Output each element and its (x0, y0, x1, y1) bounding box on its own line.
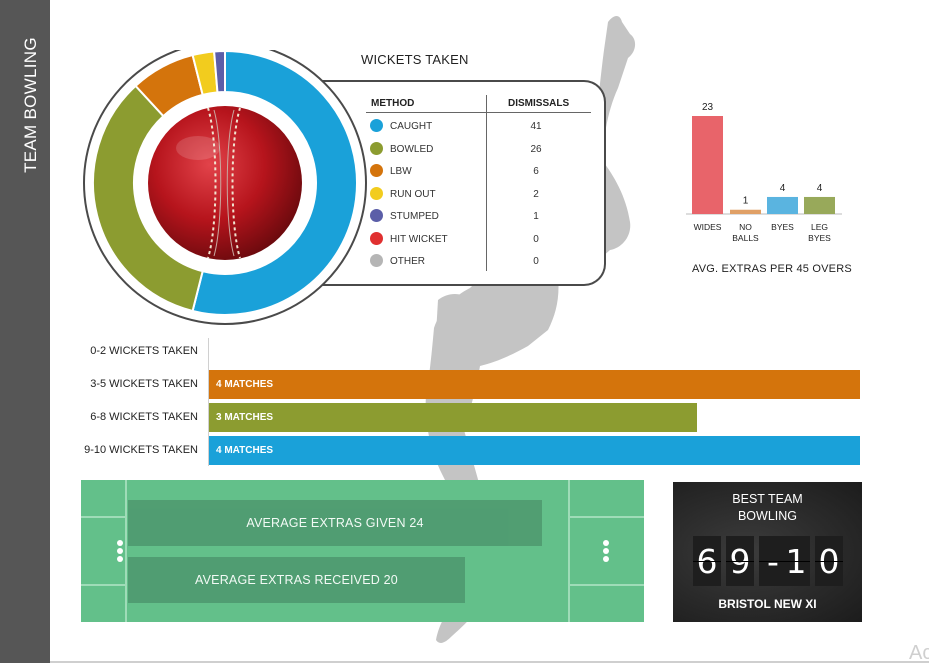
wickets-donut-chart (83, 50, 367, 325)
pitch-line (568, 516, 644, 518)
bottom-border (50, 661, 929, 663)
extras-received-box: AVERAGE EXTRAS RECEIVED 20 (128, 557, 465, 603)
best-title-line1: BEST TEAM (732, 492, 803, 506)
donut-slice-stumped (213, 50, 226, 94)
legend-row-run-out: RUN OUT 2 (366, 183, 591, 205)
legend-method-label: HIT WICKET (390, 233, 448, 245)
wickets-title: WICKETS TAKEN (361, 52, 469, 67)
pitch-line (568, 584, 644, 586)
cricket-ball-icon (148, 106, 302, 260)
legend-swatch (370, 141, 383, 155)
donut-slice-bowled (92, 84, 204, 313)
extras-value-label: 4 (817, 183, 823, 194)
score-digit: 6 (693, 536, 721, 586)
range-bar-label: 3 MATCHES (216, 412, 274, 423)
legend-method-label: STUMPED (390, 211, 439, 222)
legend-method-label: OTHER (390, 256, 425, 267)
best-team-name: BRISTOL NEW XI (718, 597, 817, 611)
best-team-bowling-panel: BEST TEAM BOWLING 6 9 - 1 0 BRISTOL NEW … (673, 482, 862, 622)
legend-method-label: LBW (390, 166, 412, 177)
pitch-crease-left (125, 480, 127, 622)
legend-header-method: METHOD (371, 98, 415, 109)
legend-swatch (370, 186, 383, 200)
legend-dismissals-value: 6 (533, 166, 539, 177)
legend-method-label: CAUGHT (390, 121, 433, 132)
pitch-line (81, 584, 127, 586)
extras-bar-no-balls (730, 209, 761, 214)
best-title: BEST TEAM BOWLING (673, 491, 862, 525)
score-digit: 1 (782, 536, 810, 586)
legend-row-hit-wicket: HIT WICKET 0 (366, 228, 591, 250)
legend-swatch (370, 231, 383, 245)
extras-bar-byes (767, 196, 798, 214)
range-bar-3-5-wickets-taken: 4 MATCHES (209, 370, 860, 399)
range-label-6-8-wickets-taken: 6-8 WICKETS TAKEN (90, 411, 198, 423)
best-title-line2: BOWLING (737, 509, 798, 523)
extras-bar-chart: 23 WIDES 1 NO BALLS 4 BYES 4 LEG BYES (686, 102, 842, 243)
score-digit: 9 (726, 536, 754, 586)
extras-category-label: WIDES (694, 222, 722, 232)
stump-icon (117, 548, 123, 554)
legend-dismissals-value: 26 (530, 143, 542, 155)
extras-given-box: AVERAGE EXTRAS GIVEN 24 (128, 500, 542, 546)
wickets-legend-table: METHOD DISMISSALS CAUGHT 41 BOWLED 26 LBW 6 RU… (366, 93, 591, 267)
legend-swatch (370, 119, 383, 132)
extras-category-label: NO BALLS (732, 222, 759, 243)
legend-swatch (370, 164, 383, 177)
legend-dismissals-value: 0 (533, 233, 539, 245)
legend-dismissals-value: 41 (530, 121, 542, 132)
range-bar-label: 4 MATCHES (216, 379, 274, 390)
score-digit: 0 (815, 536, 843, 586)
legend-header-dismissals: DISMISSALS (508, 98, 570, 109)
legend-dismissals-value: 2 (533, 188, 539, 200)
donut-slice-caught (191, 50, 358, 316)
range-label-3-5-wickets-taken: 3-5 WICKETS TAKEN (90, 378, 198, 390)
pitch-crease-right (568, 480, 570, 622)
stump-icon (603, 540, 609, 546)
legend-header: METHOD DISMISSALS (366, 93, 591, 113)
legend-swatch (370, 209, 383, 222)
extras-value-label: 4 (780, 183, 786, 194)
legend-row-stumped: STUMPED 1 (366, 205, 591, 227)
pitch-line (81, 516, 127, 518)
range-bar-label: 4 MATCHES (216, 445, 274, 456)
extras-chart-title: AVG. EXTRAS PER 45 OVERS (692, 263, 852, 275)
extras-category-label: BYES (771, 222, 794, 232)
stump-icon (117, 556, 123, 562)
legend-method-label: RUN OUT (390, 188, 436, 200)
legend-divider (486, 95, 487, 271)
range-bar-9-10-wickets-taken: 4 MATCHES (209, 436, 860, 465)
legend-row-caught: CAUGHT 41 (366, 115, 591, 137)
stump-icon (603, 548, 609, 554)
extras-value-label: 23 (702, 102, 714, 113)
legend-row-bowled: BOWLED 26 (366, 138, 591, 160)
stump-icon (117, 540, 123, 546)
range-label-0-2-wickets-taken: 0-2 WICKETS TAKEN (90, 345, 198, 357)
legend-swatch (370, 254, 383, 267)
legend-dismissals-value: 1 (533, 211, 539, 222)
extras-category-label: LEG BYES (808, 222, 831, 243)
stump-icon (603, 556, 609, 562)
legend-row-other: OTHER 0 (366, 250, 591, 272)
legend-method-label: BOWLED (390, 143, 434, 155)
legend-row-lbw: LBW 6 (366, 160, 591, 182)
range-bar-6-8-wickets-taken: 3 MATCHES (209, 403, 698, 432)
range-label-9-10-wickets-taken: 9-10 WICKETS TAKEN (84, 444, 198, 456)
extras-bar-leg-byes (804, 196, 835, 214)
cricket-pitch: AVERAGE EXTRAS GIVEN 24 AVERAGE EXTRAS R… (81, 480, 644, 622)
extras-bar-wides (692, 116, 723, 214)
extras-value-label: 1 (743, 196, 749, 207)
corner-mark: Ac (909, 642, 929, 663)
legend-dismissals-value: 0 (533, 256, 539, 267)
sidebar: TEAM BOWLING (0, 0, 50, 663)
wickets-range-axis (208, 338, 209, 466)
